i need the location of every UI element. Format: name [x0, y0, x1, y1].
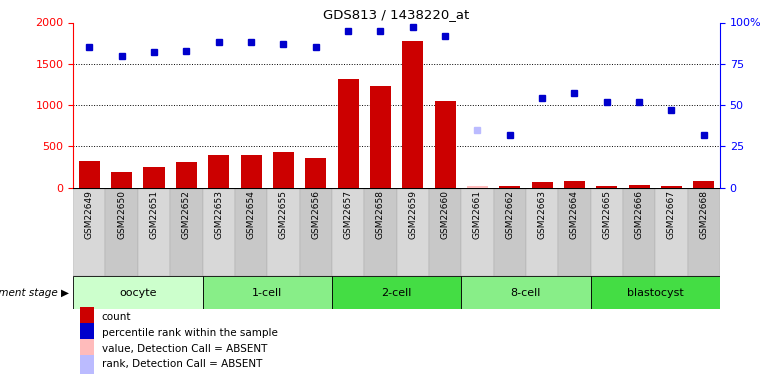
Text: GSM22649: GSM22649 — [85, 190, 94, 239]
Text: blastocyst: blastocyst — [627, 288, 684, 297]
Bar — [208, 155, 229, 188]
Text: GSM22650: GSM22650 — [117, 190, 126, 239]
Bar — [623, 188, 655, 276]
Text: GSM22664: GSM22664 — [570, 190, 579, 239]
Bar — [564, 181, 585, 188]
Text: rank, Detection Call = ABSENT: rank, Detection Call = ABSENT — [102, 360, 262, 369]
Bar — [337, 80, 359, 188]
Bar — [273, 152, 294, 188]
Bar — [235, 188, 267, 276]
Bar — [203, 276, 332, 309]
Bar — [429, 188, 461, 276]
Text: value, Detection Call = ABSENT: value, Detection Call = ABSENT — [102, 344, 267, 354]
Text: count: count — [102, 312, 131, 322]
Text: GSM22659: GSM22659 — [408, 190, 417, 239]
Bar — [434, 101, 456, 188]
Text: GSM22657: GSM22657 — [343, 190, 353, 239]
Bar — [467, 186, 488, 188]
Bar — [628, 186, 650, 188]
Text: GSM22662: GSM22662 — [505, 190, 514, 239]
Bar — [79, 161, 100, 188]
Bar — [267, 188, 300, 276]
Text: 1-cell: 1-cell — [252, 288, 283, 297]
Text: 2-cell: 2-cell — [381, 288, 412, 297]
Bar — [364, 188, 397, 276]
Bar — [591, 276, 720, 309]
Bar — [203, 188, 235, 276]
Text: GSM22660: GSM22660 — [440, 190, 450, 239]
Bar — [688, 188, 720, 276]
Bar — [397, 188, 429, 276]
Title: GDS813 / 1438220_at: GDS813 / 1438220_at — [323, 8, 470, 21]
Bar — [240, 154, 262, 188]
Bar — [305, 158, 326, 188]
Bar — [693, 182, 715, 188]
Bar — [494, 188, 526, 276]
Bar — [558, 188, 591, 276]
Text: GSM22652: GSM22652 — [182, 190, 191, 239]
Text: GSM22656: GSM22656 — [311, 190, 320, 239]
Bar — [73, 188, 105, 276]
Text: GSM22651: GSM22651 — [149, 190, 159, 239]
Text: percentile rank within the sample: percentile rank within the sample — [102, 328, 277, 338]
Bar — [461, 276, 591, 309]
Bar — [332, 188, 364, 276]
Bar — [499, 186, 521, 188]
Bar — [332, 276, 461, 309]
Bar — [461, 188, 494, 276]
Bar — [655, 188, 688, 276]
Bar — [370, 86, 391, 188]
Bar — [105, 188, 138, 276]
Bar — [596, 186, 618, 188]
Bar — [661, 186, 682, 188]
Bar — [111, 172, 132, 188]
Text: GSM22655: GSM22655 — [279, 190, 288, 239]
Bar — [79, 339, 94, 358]
Bar — [138, 188, 170, 276]
Bar — [170, 188, 203, 276]
Text: oocyte: oocyte — [119, 288, 156, 297]
Text: GSM22653: GSM22653 — [214, 190, 223, 239]
Bar — [526, 188, 558, 276]
Text: GSM22658: GSM22658 — [376, 190, 385, 239]
Bar — [79, 323, 94, 343]
Text: GSM22663: GSM22663 — [537, 190, 547, 239]
Bar — [591, 188, 623, 276]
Bar — [79, 355, 94, 374]
Bar — [79, 308, 94, 327]
Bar — [300, 188, 332, 276]
Text: GSM22668: GSM22668 — [699, 190, 708, 239]
Text: GSM22661: GSM22661 — [473, 190, 482, 239]
Bar — [402, 41, 424, 188]
Bar — [143, 167, 165, 188]
Text: GSM22654: GSM22654 — [246, 190, 256, 239]
Bar — [73, 276, 203, 309]
Text: 8-cell: 8-cell — [511, 288, 541, 297]
Bar — [176, 162, 197, 188]
Text: GSM22667: GSM22667 — [667, 190, 676, 239]
Text: development stage ▶: development stage ▶ — [0, 288, 69, 297]
Text: GSM22666: GSM22666 — [634, 190, 644, 239]
Text: GSM22665: GSM22665 — [602, 190, 611, 239]
Bar — [531, 182, 553, 188]
